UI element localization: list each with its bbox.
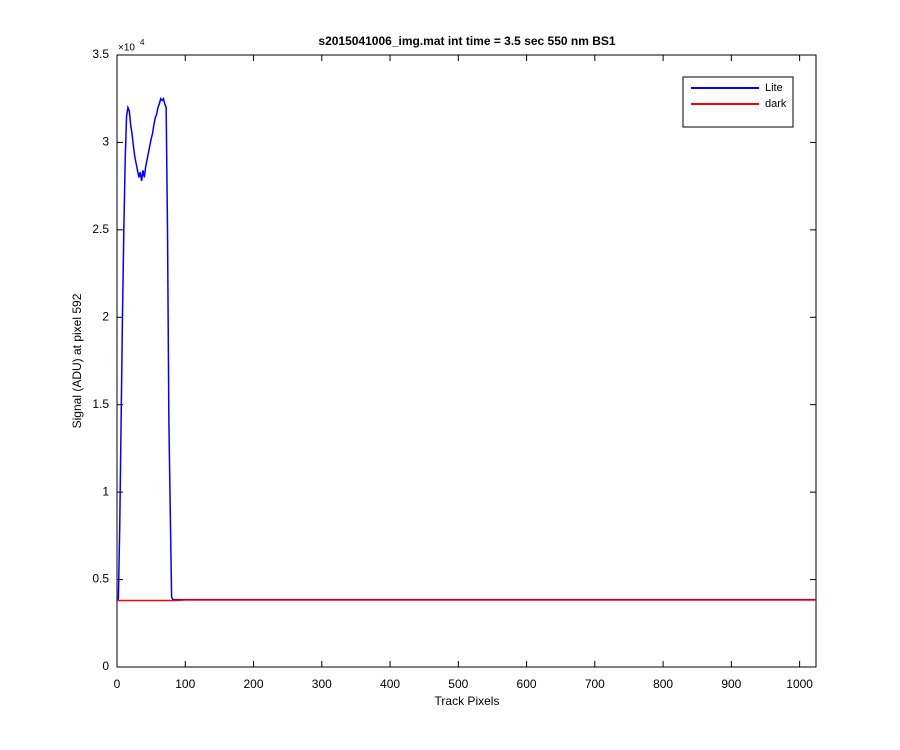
y-tick-label: 1 (102, 484, 109, 498)
chart-title: s2015041006_img.mat int time = 3.5 sec 5… (318, 34, 616, 48)
y-tick-label: 3 (102, 135, 109, 149)
x-tick-label: 800 (653, 677, 673, 691)
legend-box (682, 76, 794, 128)
x-tick-label: 700 (585, 677, 605, 691)
y-exponent: 4 (140, 38, 145, 47)
y-tick-label: 0.5 (92, 572, 109, 586)
x-tick-label: 400 (380, 677, 400, 691)
y-tick-label: 2.5 (92, 222, 109, 236)
x-tick-label: 200 (244, 677, 264, 691)
x-tick-label: 500 (448, 677, 468, 691)
x-tick-label: 900 (721, 677, 741, 691)
data-line (117, 599, 816, 602)
x-tick-label: 1000 (786, 677, 813, 691)
y-tick-label: 0 (102, 659, 109, 673)
y-axis-label: Signal (ADU) at pixel 592 (70, 293, 84, 428)
x-tick-label: 300 (312, 677, 332, 691)
x-tick-label: 0 (114, 677, 121, 691)
x-tick-label: 600 (517, 677, 537, 691)
y-tick-label: 1.5 (92, 397, 109, 411)
y-tick-label: 2 (102, 309, 109, 323)
plot-area (116, 54, 817, 668)
x-tick-label: 100 (175, 677, 195, 691)
x-axis-label: Track Pixels (435, 694, 500, 708)
y-exponent-base: ×10 (118, 43, 135, 54)
y-tick-label: 3.5 (92, 47, 109, 61)
legend-label: Lite (765, 82, 783, 94)
legend-label: dark (765, 98, 787, 110)
